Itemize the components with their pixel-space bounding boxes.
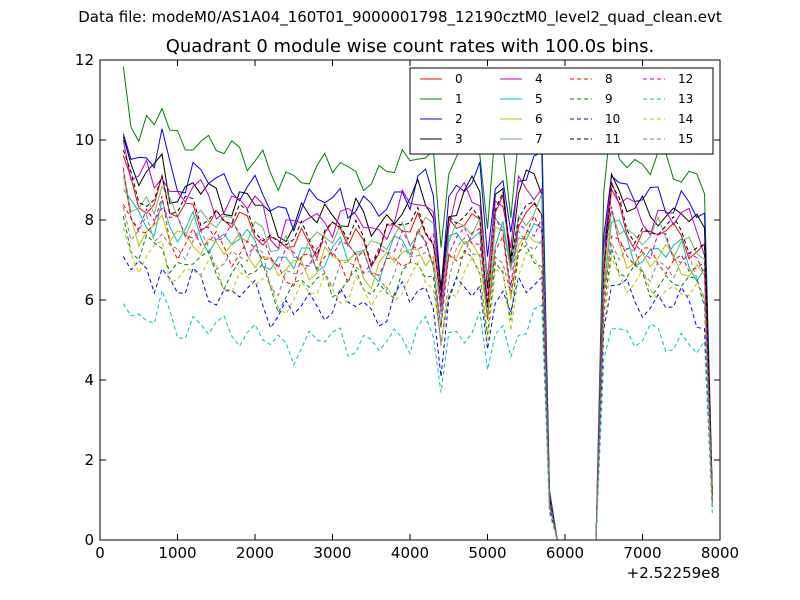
series-line-10 <box>122 256 713 541</box>
y-tick-label: 4 <box>84 371 94 389</box>
legend-label-8: 8 <box>605 72 613 86</box>
plot-frame <box>99 59 721 541</box>
x-tick-label: 3000 <box>313 544 351 562</box>
x-tick-label: 7000 <box>623 544 661 562</box>
legend-label-5: 5 <box>535 92 543 106</box>
legend-label-11: 11 <box>605 132 620 146</box>
y-tick-label: 6 <box>84 291 94 309</box>
series-line-9 <box>122 215 713 541</box>
x-tick-label: 2000 <box>236 544 274 562</box>
legend-label-12: 12 <box>678 72 693 86</box>
x-axis-offset-label: +2.52259e8 <box>627 564 720 582</box>
series-line-0 <box>122 155 713 541</box>
y-tick-label: 10 <box>75 131 94 149</box>
y-tick-label: 0 <box>84 531 94 549</box>
chart-title: Quadrant 0 module wise count rates with … <box>165 36 655 57</box>
series-line-12 <box>122 167 713 541</box>
x-tick-label: 0 <box>95 544 105 562</box>
series-line-11 <box>122 149 713 541</box>
x-tick-label: 1000 <box>158 544 196 562</box>
legend-label-14: 14 <box>678 112 693 126</box>
axis-ticks: 0 1000 2000 3000 4000 5000 6000 7000 80000246810… <box>75 51 739 562</box>
series-layer <box>122 66 713 541</box>
series-line-4 <box>122 140 713 541</box>
x-tick-label: 6000 <box>546 544 584 562</box>
data-file-supertitle: Data file: modeM0/AS1A04_160T01_90000017… <box>78 8 722 26</box>
legend-label-3: 3 <box>455 132 463 146</box>
series-line-2 <box>122 128 713 541</box>
legend-label-1: 1 <box>455 92 463 106</box>
legend-label-10: 10 <box>605 112 620 126</box>
legend-label-4: 4 <box>535 72 543 86</box>
legend-label-2: 2 <box>455 112 463 126</box>
x-tick-label: 8000 <box>701 544 739 562</box>
series-line-13 <box>122 288 713 541</box>
x-tick-label: 4000 <box>391 544 429 562</box>
legend-label-9: 9 <box>605 92 613 106</box>
y-tick-label: 8 <box>84 211 94 229</box>
series-line-15 <box>122 206 713 541</box>
legend-label-6: 6 <box>535 112 543 126</box>
y-tick-label: 12 <box>75 51 94 69</box>
x-tick-label: 5000 <box>468 544 506 562</box>
legend-label-0: 0 <box>455 72 463 86</box>
series-line-3 <box>122 136 713 541</box>
legend-box <box>409 67 714 155</box>
legend-label-7: 7 <box>535 132 543 146</box>
legend-label-13: 13 <box>678 92 693 106</box>
series-line-8 <box>122 195 713 541</box>
y-tick-label: 2 <box>84 451 94 469</box>
series-line-14 <box>122 228 713 541</box>
legend-label-15: 15 <box>678 132 693 146</box>
